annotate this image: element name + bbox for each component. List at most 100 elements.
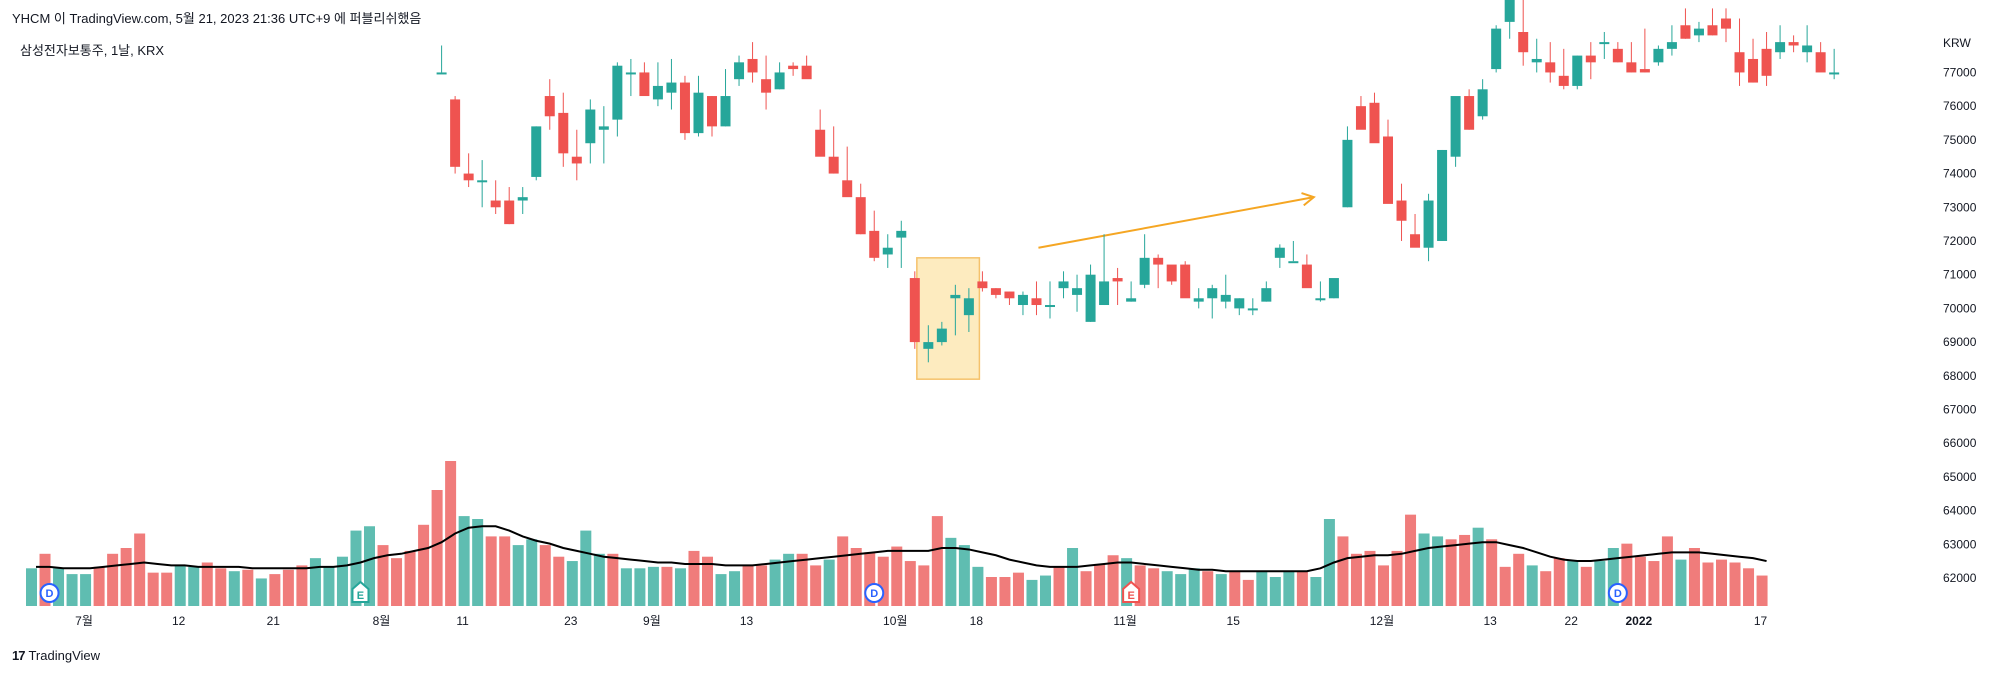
volume-bar (1580, 566, 1592, 606)
volume-bar (864, 552, 876, 606)
volume-bar (620, 568, 632, 606)
candle-body (1112, 278, 1123, 282)
candle-body (1315, 298, 1326, 301)
candle-body (869, 230, 880, 258)
volume-bar (228, 571, 240, 606)
volume-bar (1594, 561, 1606, 606)
volume-bar (1472, 527, 1484, 606)
volume-bar (769, 559, 781, 606)
volume-bar (445, 461, 457, 606)
candle-body (747, 58, 758, 73)
volume-bar (296, 565, 308, 606)
candle-body (1491, 28, 1502, 70)
event-marker-dividend: D (864, 583, 885, 603)
x-tick-label: 21 (267, 614, 281, 628)
volume-bar (336, 556, 348, 606)
dividend-label: D (870, 588, 878, 600)
volume-bar (1053, 566, 1065, 606)
candle-body (1396, 200, 1407, 221)
x-tick-label: 10월 (883, 614, 907, 628)
volume-bar (1040, 575, 1051, 606)
candle-body (1653, 48, 1664, 63)
volume-bar (1337, 536, 1349, 606)
volume-bar (1012, 572, 1024, 606)
volume-bar (134, 533, 146, 606)
candle-body (517, 197, 528, 201)
volume-bar (702, 556, 713, 606)
candle-body (909, 278, 920, 343)
volume-bar (526, 539, 538, 606)
volume-bar (1215, 574, 1227, 606)
candle-body (1031, 298, 1042, 306)
tradingview-logo-icon: 17 (12, 648, 26, 663)
y-tick-label: 67000 (1943, 403, 1977, 417)
dividend-icon (1607, 583, 1628, 603)
volume-bar (972, 566, 984, 606)
volume-bar (931, 516, 943, 606)
candle-body (1166, 264, 1177, 282)
candle-body (1707, 25, 1718, 36)
candle-body (1626, 62, 1637, 73)
candle-body (801, 65, 812, 80)
volume-bar (945, 537, 957, 606)
volume-bar (742, 565, 754, 606)
volume-bar (566, 561, 578, 606)
highlight-rectangle (916, 257, 981, 380)
candle-body (1612, 48, 1623, 63)
candle-body (1058, 281, 1069, 289)
candle-body (1504, 0, 1515, 22)
event-marker-dividend: D (1607, 583, 1628, 603)
candle-body (1788, 42, 1799, 46)
volume-bar (1229, 571, 1241, 606)
volume-bar (810, 565, 822, 606)
volume-bar (1080, 571, 1092, 606)
volume-bar (1296, 571, 1308, 606)
volume-bar (688, 550, 700, 606)
trend-arrow (1038, 196, 1315, 249)
volume-bar (1256, 571, 1268, 606)
candle-body (1234, 298, 1245, 309)
volume-bar (255, 578, 267, 606)
volume-bar (364, 526, 375, 606)
candle-body (1599, 42, 1610, 45)
earnings-icon (1122, 580, 1141, 603)
volume-bar (756, 565, 768, 606)
volume-bar (1378, 565, 1389, 606)
x-tick-label: 23 (564, 614, 578, 628)
volume-bar (1729, 562, 1741, 606)
tradingview-brand[interactable]: 17 TradingView (12, 648, 100, 663)
candle-body (504, 200, 515, 225)
volume-bar (431, 490, 443, 606)
volume-bar (1175, 574, 1187, 606)
candle-body (1531, 58, 1542, 63)
volume-bar (350, 530, 362, 606)
candle-body (1193, 298, 1204, 302)
volume-bar (485, 536, 497, 606)
candle-body (761, 79, 772, 93)
volume-bar (661, 566, 673, 606)
volume-bar (539, 545, 551, 606)
volume-bar (147, 572, 159, 606)
volume-bar (1148, 568, 1160, 606)
volume-bar (1242, 579, 1254, 606)
volume-bar (309, 558, 321, 606)
candle-body (720, 96, 731, 127)
volume-bar (1459, 534, 1471, 606)
candle-body (936, 328, 947, 343)
volume-bar (1756, 575, 1768, 606)
candle-body (1045, 305, 1055, 308)
candle-body (1558, 75, 1569, 86)
candle-body (1815, 52, 1826, 73)
volume-bar (66, 574, 78, 606)
candle-body (1220, 294, 1231, 302)
volume-bar (1513, 553, 1525, 606)
candle-body (815, 129, 826, 157)
volume-bar (1621, 543, 1633, 606)
volume-bar (107, 553, 119, 606)
candle-body (1721, 18, 1731, 29)
candle-body (679, 82, 690, 134)
volume-bar (1418, 533, 1430, 606)
event-marker-earnings-past: E (351, 580, 370, 603)
symbol-legend: 삼성전자보통주, 1날, KRX (20, 43, 165, 58)
